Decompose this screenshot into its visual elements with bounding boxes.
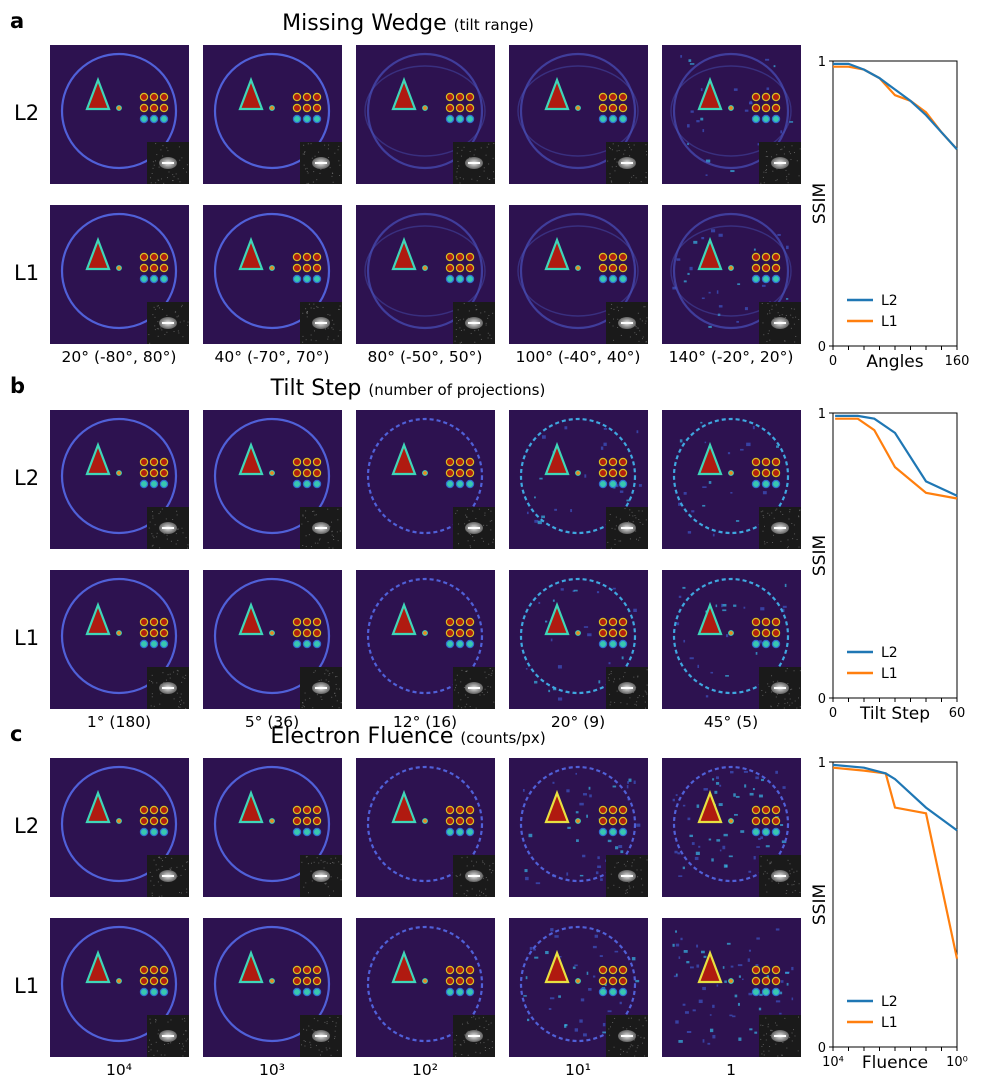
reconstruction-image [509, 410, 648, 549]
reconstruction-image [509, 918, 648, 1057]
reconstruction-image [662, 570, 801, 709]
x-tick-label: 0 [829, 354, 837, 369]
series-line-L1 [835, 417, 958, 500]
panel-title-main: Missing Wedge [282, 11, 454, 36]
column-label: 10¹ [565, 1061, 591, 1079]
y-axis-label: SSIM [810, 183, 830, 224]
panel-title-subtitle: (tilt range) [453, 16, 534, 34]
panel-title-main: Electron Fluence [270, 724, 461, 749]
reconstruction-image [203, 918, 342, 1057]
x-tick-label: 10⁰ [946, 1055, 968, 1070]
reconstruction-image [50, 570, 189, 709]
panel-letter: a [10, 9, 25, 33]
series-line-L1 [833, 65, 958, 151]
x-tick-label: 160 [945, 354, 970, 369]
row-label: L2 [14, 466, 40, 490]
y-axis-label: SSIM [810, 535, 830, 576]
panel-title-subtitle: (counts/px) [460, 729, 546, 747]
reconstruction-image [662, 918, 801, 1057]
y-axis-label: SSIM [810, 884, 830, 925]
column-label: 40° (-70°, 70°) [214, 348, 330, 366]
series-line-L2 [832, 763, 958, 832]
row-label: L1 [14, 626, 40, 650]
y-tick-label: 1 [818, 756, 826, 771]
series-line-L1 [832, 766, 959, 959]
panel-title: Tilt Step (number of projections) [0, 376, 816, 401]
row-label: L2 [14, 814, 40, 838]
y-tick-label: 0 [818, 692, 826, 707]
x-tick-label: 60 [949, 706, 966, 721]
reconstruction-image [356, 205, 495, 344]
column-label: 100° (-40°, 40°) [515, 348, 641, 366]
reconstruction-image [203, 758, 342, 897]
column-label: 20° (-80°, 80°) [61, 348, 177, 366]
legend-label: L2 [881, 994, 898, 1010]
legend-label: L1 [881, 314, 898, 330]
column-label: 1° (180) [86, 713, 152, 731]
series-line-L2 [835, 414, 958, 497]
y-tick-label: 0 [818, 340, 826, 355]
row-label: L2 [14, 101, 40, 125]
legend-label: L2 [881, 645, 898, 661]
column-label: 10³ [259, 1061, 285, 1079]
reconstruction-image [662, 758, 801, 897]
column-label: 10⁴ [106, 1061, 132, 1079]
column-label: 5° (36) [244, 713, 300, 731]
reconstruction-image [50, 205, 189, 344]
reconstruction-image [356, 45, 495, 184]
x-axis-label: Tilt Step [859, 704, 930, 724]
reconstruction-image [356, 918, 495, 1057]
x-tick-label: 0 [829, 706, 837, 721]
column-label: 140° (-20°, 20°) [668, 348, 794, 366]
reconstruction-image [50, 45, 189, 184]
x-tick-label: 10⁴ [822, 1055, 844, 1070]
column-label: 20° (9) [550, 713, 606, 731]
reconstruction-image [509, 45, 648, 184]
reconstruction-image [662, 45, 801, 184]
y-tick-label: 1 [818, 55, 826, 70]
panel-letter: b [10, 374, 26, 398]
column-label: 80° (-50°, 50°) [367, 348, 483, 366]
reconstruction-image [203, 205, 342, 344]
x-axis-label: Fluence [862, 1053, 928, 1073]
legend-label: L1 [881, 666, 898, 682]
panel-title-main: Tilt Step [270, 376, 369, 401]
y-tick-label: 1 [818, 407, 826, 422]
reconstruction-image [509, 758, 648, 897]
reconstruction-image [509, 205, 648, 344]
panel-title-subtitle: (number of projections) [368, 381, 546, 399]
reconstruction-image [203, 410, 342, 549]
ssim-chart: 1 0 10⁴ 10⁰ Fluence SSIM L2 L1 [800, 752, 990, 1092]
row-label: L1 [14, 974, 40, 998]
row-label: L1 [14, 261, 40, 285]
column-label: 12° (16) [392, 713, 458, 731]
reconstruction-image [356, 410, 495, 549]
panel-title: Missing Wedge (tilt range) [0, 11, 816, 36]
panel-letter: c [10, 722, 23, 746]
legend-label: L1 [881, 1015, 898, 1031]
reconstruction-image [50, 918, 189, 1057]
reconstruction-image [662, 205, 801, 344]
column-label: 10² [412, 1061, 438, 1079]
legend-label: L2 [881, 293, 898, 309]
reconstruction-image [203, 570, 342, 709]
reconstruction-image [356, 570, 495, 709]
reconstruction-image [356, 758, 495, 897]
reconstruction-image [509, 570, 648, 709]
reconstruction-image [50, 410, 189, 549]
y-tick-label: 0 [818, 1041, 826, 1056]
ssim-chart: 1 0 0 60 Tilt Step SSIM L2 L1 [800, 403, 990, 743]
reconstruction-image [203, 45, 342, 184]
column-label: 45° (5) [703, 713, 759, 731]
column-label: 1 [726, 1061, 736, 1079]
x-axis-label: Angles [866, 352, 923, 372]
reconstruction-image [662, 410, 801, 549]
panel-title: Electron Fluence (counts/px) [0, 724, 816, 749]
series-line-L2 [833, 62, 958, 151]
reconstruction-image [50, 758, 189, 897]
ssim-chart: 1 0 0 160 Angles SSIM L2 L1 [800, 51, 990, 391]
